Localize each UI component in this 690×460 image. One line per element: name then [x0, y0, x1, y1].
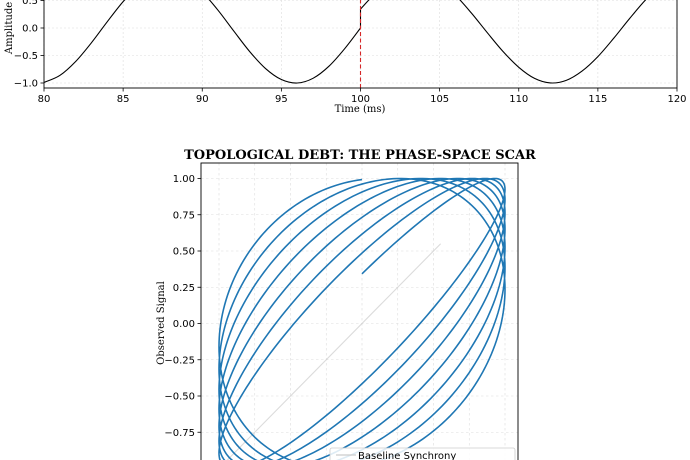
top-ytick-label: 0.0	[22, 24, 38, 35]
bottom-ytick-label: 0.00	[173, 319, 195, 330]
bottom-ytick-label: −0.75	[164, 428, 195, 439]
top-xtick-label: 115	[588, 94, 607, 105]
top-chart-xlabel: Time (ms)	[335, 104, 386, 115]
bottom-ytick-label: −0.25	[164, 355, 195, 366]
top-ytick-label: −0.5	[14, 51, 38, 62]
legend-label-baseline: Baseline Synchrony	[358, 451, 456, 460]
bottom-ytick-label: 0.75	[173, 210, 195, 221]
legend-box	[329, 447, 516, 460]
bottom-ytick-label: 1.00	[173, 174, 195, 185]
top-xtick-label: 80	[38, 94, 51, 105]
top-xtick-label: 95	[275, 94, 288, 105]
legend: Baseline Synchrony	[329, 447, 516, 460]
top-xtick-label: 120	[667, 94, 686, 105]
top-chart-ylabel: Amplitude	[4, 2, 15, 55]
bottom-ytick-label: 0.25	[173, 283, 195, 294]
bottom-chart-title: TOPOLOGICAL DEBT: THE PHASE-SPACE SCAR	[184, 148, 536, 163]
top-xtick-label: 105	[430, 94, 449, 105]
top-chart-axes: 80 85 90 95 100 105 110 115 120 −1.0 −0.5 0.0 0.5	[14, 0, 687, 105]
observed-phase-trajectory	[218, 177, 506, 460]
top-xtick-label: 85	[117, 94, 130, 105]
baseline-synchrony-line	[226, 243, 442, 460]
top-xtick-label: 110	[509, 94, 528, 105]
top-xtick-label: 100	[351, 94, 370, 105]
bottom-ytick-label: −0.50	[164, 392, 195, 403]
bottom-axes-frame	[200, 162, 519, 460]
top-ytick-label: 0.5	[22, 0, 38, 7]
top-signal-line-after	[360, 0, 647, 84]
bottom-chart-ylabel: Observed Signal	[156, 281, 167, 365]
top-ytick-label: −1.0	[14, 79, 38, 90]
top-xtick-label: 90	[196, 94, 209, 105]
top-signal-line-before	[43, 0, 361, 84]
top-axes-frame	[43, 0, 678, 89]
bottom-ytick-label: 0.50	[173, 247, 195, 258]
bottom-chart-axes: 1.00 0.75 0.50 0.25 0.00 −0.25 −0.50 −0.75	[164, 162, 519, 460]
